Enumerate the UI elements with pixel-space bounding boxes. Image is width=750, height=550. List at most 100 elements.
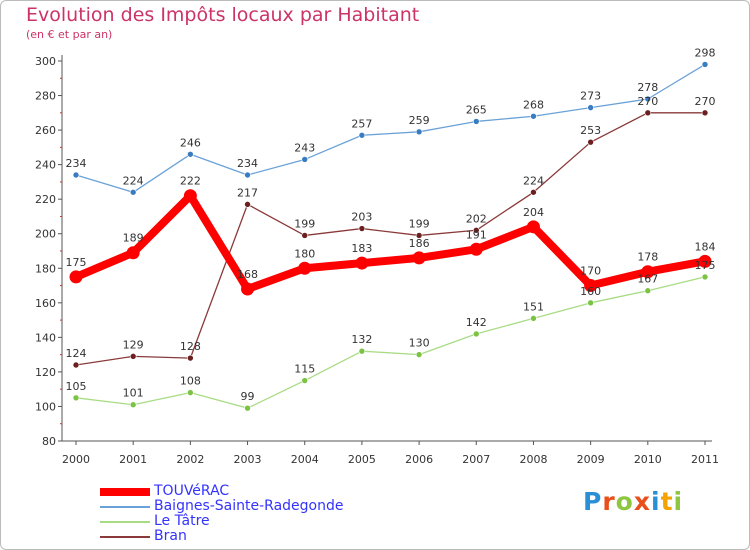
data-label: 108 — [180, 375, 201, 388]
data-point — [72, 171, 80, 179]
data-point — [355, 256, 369, 270]
data-point — [641, 265, 655, 279]
data-label: 234 — [237, 157, 258, 170]
data-point — [129, 401, 137, 409]
logo-letter: o — [615, 487, 634, 516]
data-point — [644, 287, 652, 295]
data-point — [301, 377, 309, 384]
data-point — [469, 242, 483, 256]
series-line-3 — [75, 112, 706, 366]
data-label: 99 — [241, 390, 255, 403]
logo-letter: i — [651, 487, 661, 516]
data-point — [584, 279, 598, 293]
data-point — [244, 171, 251, 179]
data-point — [415, 351, 423, 358]
data-point — [241, 282, 255, 296]
legend-swatch — [100, 506, 150, 508]
legend-label: Bran — [154, 528, 187, 544]
data-point — [530, 315, 537, 322]
data-label: 234 — [66, 157, 87, 170]
series-line-1 — [75, 63, 706, 193]
data-label: 265 — [466, 103, 487, 116]
data-label: 186 — [409, 237, 430, 250]
y-tick-label: 220 — [35, 193, 56, 206]
data-point — [526, 220, 540, 234]
y-tick-label: 100 — [35, 400, 56, 413]
data-label: 128 — [180, 340, 201, 353]
data-point — [358, 225, 366, 232]
logo-letter: P — [583, 487, 603, 516]
data-point — [415, 128, 423, 136]
data-label: 168 — [237, 268, 258, 281]
data-point — [72, 361, 80, 369]
y-tick-label: 200 — [35, 228, 56, 241]
data-label: 268 — [523, 98, 544, 111]
data-label: 130 — [409, 337, 430, 350]
data-label: 151 — [523, 300, 544, 313]
data-label: 180 — [294, 247, 315, 260]
data-label: 124 — [66, 347, 87, 360]
data-label: 199 — [294, 217, 315, 230]
data-label: 115 — [294, 363, 315, 376]
data-point — [298, 261, 312, 275]
x-tick-label: 2007 — [462, 453, 490, 466]
data-label: 253 — [580, 124, 601, 137]
data-point — [530, 112, 537, 120]
x-tick-label: 2009 — [577, 453, 605, 466]
data-point — [701, 109, 709, 117]
data-label: 175 — [695, 259, 716, 272]
logo-letter: x — [633, 487, 651, 516]
data-label: 178 — [637, 251, 658, 264]
x-tick-label: 2006 — [405, 453, 433, 466]
data-label: 222 — [180, 175, 201, 188]
y-tick-label: 260 — [35, 124, 56, 137]
legend-swatch — [100, 521, 150, 523]
data-point — [129, 353, 137, 360]
data-point — [301, 156, 309, 163]
chart-axes: 80 100 120 140 160 180 200 220 240 260 280 300 2000 2… — [35, 55, 719, 466]
legend-label: Baignes-Sainte-Radegonde — [154, 498, 344, 514]
data-label: 217 — [237, 186, 258, 199]
data-label: 105 — [66, 380, 87, 393]
data-point — [126, 246, 140, 260]
data-point — [644, 109, 652, 117]
data-point — [472, 226, 480, 234]
x-tick-label: 2008 — [519, 453, 547, 466]
x-tick-label: 2002 — [176, 453, 204, 466]
data-label: 224 — [123, 174, 144, 187]
chart-subtitle: (en € et par an) — [26, 28, 113, 41]
data-point — [358, 131, 366, 139]
data-point — [244, 404, 251, 412]
data-label: 129 — [123, 338, 144, 351]
y-tick-label: 280 — [35, 90, 56, 103]
data-point — [644, 95, 652, 103]
data-point — [587, 104, 594, 111]
data-label: 246 — [180, 136, 201, 149]
y-tick-label: 140 — [35, 331, 56, 344]
legend-label: Le Tâtre — [154, 513, 210, 529]
logo-letter: r — [602, 487, 616, 516]
data-point — [183, 189, 197, 203]
data-label: 183 — [351, 242, 372, 255]
data-label: 199 — [409, 217, 430, 230]
data-label: 142 — [466, 316, 487, 329]
data-point — [701, 273, 709, 281]
series-line-0 — [72, 191, 709, 293]
data-label: 270 — [695, 95, 716, 108]
data-point — [412, 251, 426, 265]
data-label: 160 — [580, 285, 601, 298]
data-point — [187, 354, 194, 362]
data-label: 184 — [695, 240, 716, 253]
x-tick-label: 2000 — [62, 453, 90, 466]
data-point — [587, 299, 594, 307]
y-tick-label: 300 — [35, 55, 56, 68]
x-tick-label: 2005 — [348, 453, 376, 466]
x-tick-label: 2004 — [291, 453, 319, 466]
data-point — [587, 138, 594, 146]
data-label: 203 — [351, 211, 372, 224]
data-point — [69, 270, 83, 284]
data-point — [187, 150, 194, 158]
data-label: 257 — [351, 117, 372, 130]
y-tick-label: 160 — [35, 297, 56, 310]
